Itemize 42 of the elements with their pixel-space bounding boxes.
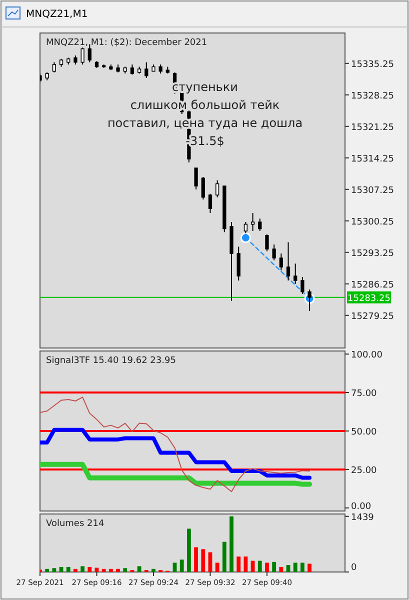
candlestick [265, 234, 269, 252]
y-tick-label: 100.00 [351, 350, 383, 361]
line-series [40, 396, 310, 492]
text: Signal3TF 15.40 19.62 23.95 [46, 356, 176, 366]
y-tick-label: 0 [351, 563, 357, 573]
candlestick [258, 218, 262, 232]
y-tick-label: 50.00 [351, 428, 378, 438]
candlestick [250, 212, 255, 232]
candlestick [216, 180, 220, 198]
candlestick [80, 47, 84, 65]
line-series [40, 428, 312, 480]
y-tick-label: 15328.25 [351, 91, 394, 102]
ref-line-label: 15283.25 [348, 294, 390, 304]
text: MNQZ21, M1: ($2): December 2021 [46, 38, 208, 48]
candlestick [208, 193, 212, 214]
candlestick [88, 44, 92, 63]
candlestick [272, 244, 276, 261]
text: MNQZ21,M1 [26, 9, 88, 20]
y-tick-label: 15335.25 [351, 60, 394, 70]
y-tick-label: 15314.25 [351, 154, 394, 164]
candlestick [194, 168, 198, 190]
y-tick-label: 15293.25 [351, 248, 394, 259]
y-tick-label: 15321.25 [351, 122, 394, 133]
candlestick [286, 242, 290, 281]
y-tick-label: 15307.25 [351, 186, 394, 196]
y-tick-label: 75.00 [351, 389, 378, 400]
candlestick [279, 253, 283, 271]
y-tick-label: 15286.25 [351, 280, 394, 290]
y-tick-label: 1439 [351, 512, 374, 523]
candlestick [294, 263, 298, 284]
candlestick [308, 289, 312, 312]
candlestick [144, 62, 148, 78]
candlestick [236, 246, 240, 281]
candlestick [300, 276, 304, 294]
candlestick [52, 62, 56, 73]
text: Volumes 214 [46, 519, 104, 529]
candlestick [201, 176, 205, 200]
y-tick-label: 0.00 [351, 502, 372, 512]
y-tick-label: 25.00 [351, 466, 378, 476]
y-tick-label: 15279.25 [351, 312, 394, 322]
y-tick-label: 15300.25 [351, 217, 394, 228]
candlestick [130, 64, 134, 76]
